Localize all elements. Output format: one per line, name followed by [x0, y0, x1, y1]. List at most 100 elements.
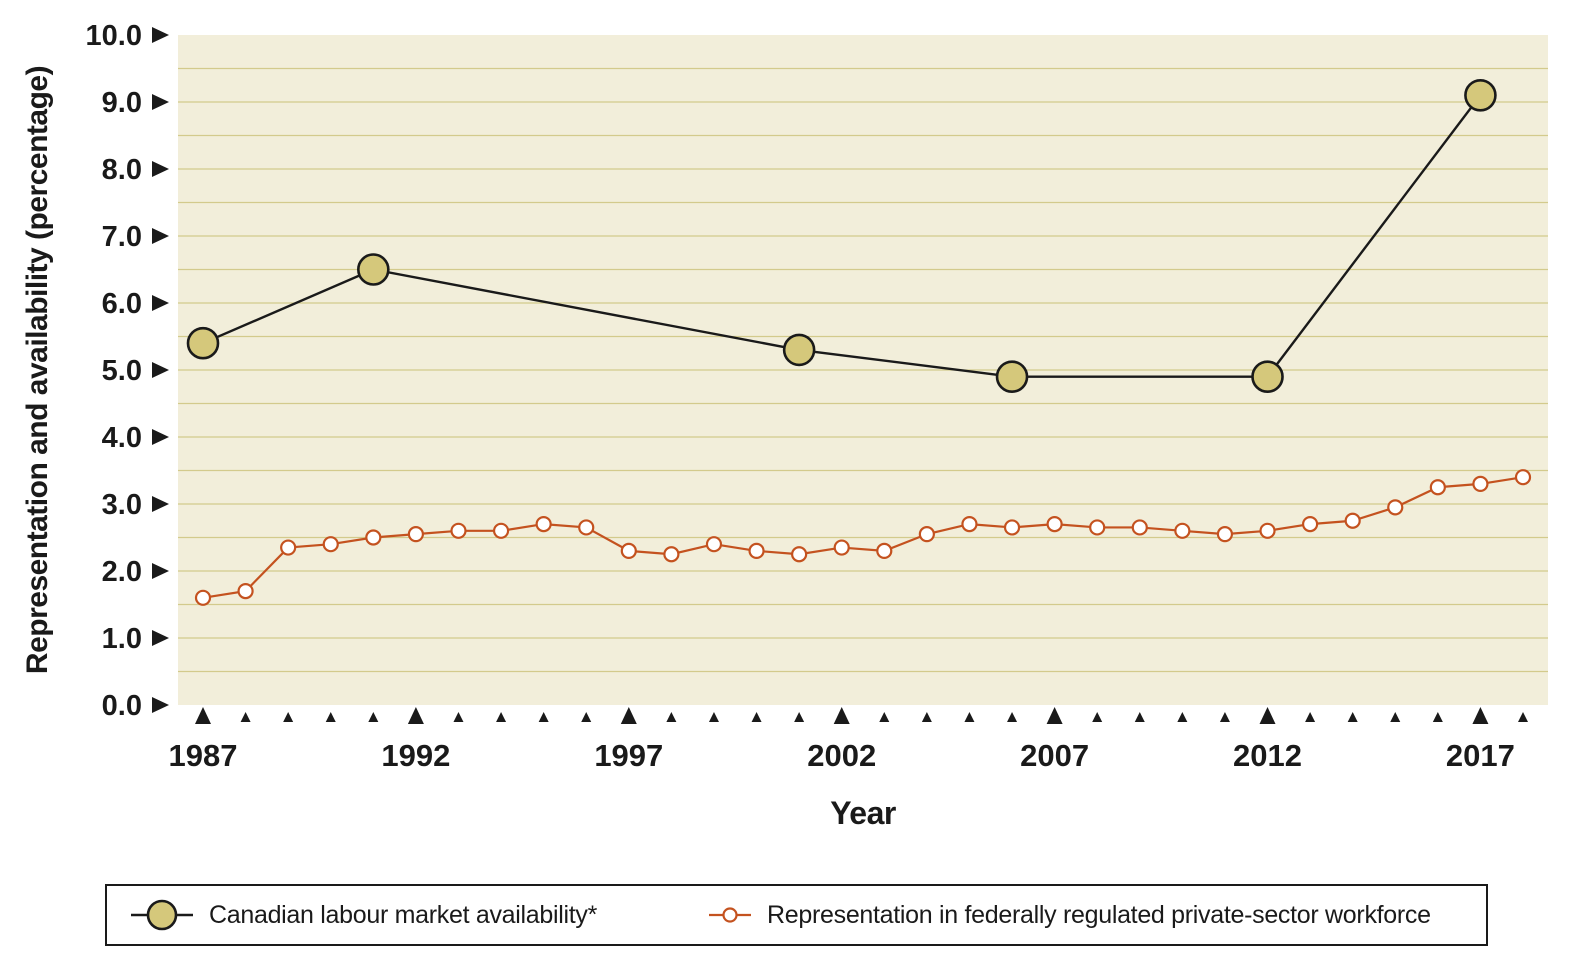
legend-item-representation: Representation in federally regulated pr… — [707, 901, 1431, 930]
x-tick-minor-icon — [751, 712, 762, 722]
y-tick-label: 9.0 — [102, 87, 142, 119]
x-tick-label: 1992 — [381, 738, 450, 773]
data-point — [1429, 479, 1446, 496]
x-tick-minor-icon — [496, 712, 507, 722]
y-tick-label: 5.0 — [102, 355, 142, 387]
x-tick-minor-icon — [879, 712, 890, 722]
data-point — [1089, 519, 1106, 536]
data-point — [407, 526, 425, 543]
x-tick-minor-icon — [1305, 712, 1316, 722]
x-tick-minor-icon — [708, 712, 719, 722]
data-point — [1464, 79, 1497, 112]
x-tick-minor-icon — [666, 712, 677, 722]
legend-item-labour: Canadian labour market availability* — [129, 897, 597, 933]
y-tick-label: 0.0 — [102, 690, 142, 722]
x-tick-minor-icon — [964, 712, 975, 722]
series-line-0 — [202, 94, 1482, 378]
y-tick-label: 8.0 — [102, 154, 142, 186]
x-tick-major-icon — [620, 707, 637, 724]
representation-marker-icon — [709, 907, 752, 923]
data-point — [1514, 469, 1532, 486]
y-tick-label: 4.0 — [102, 422, 142, 454]
data-point — [237, 582, 254, 600]
x-tick-minor-icon — [1518, 712, 1528, 722]
data-point — [705, 536, 723, 553]
x-tick-label: 2002 — [807, 738, 876, 773]
x-tick-major-icon — [1046, 707, 1063, 724]
data-point — [194, 589, 212, 606]
plot-area: 0.0 1.0 2.0 3.0 4.0 5.0 6.0 7.0 8.0 9.0 10.0 1987 19… — [86, 20, 1548, 773]
x-tick-minor-icon — [581, 712, 592, 722]
data-point — [620, 542, 637, 560]
y-tick-icon — [152, 228, 169, 244]
data-point — [1387, 499, 1404, 516]
x-tick-major-icon — [407, 707, 424, 724]
x-tick-label: 2007 — [1020, 738, 1089, 773]
y-tick-icon — [152, 161, 169, 177]
y-tick-icon — [152, 563, 169, 579]
x-tick-minor-icon — [240, 712, 251, 722]
x-axis-title: Year — [830, 795, 896, 831]
data-point — [1046, 515, 1063, 533]
data-point — [663, 546, 680, 563]
y-tick-icon — [152, 496, 169, 512]
legend: Canadian labour market availability* Rep… — [105, 884, 1488, 946]
data-point — [357, 253, 390, 286]
x-tick-minor-icon — [921, 712, 932, 722]
data-point — [1003, 519, 1021, 536]
data-point — [365, 529, 382, 546]
x-tick-minor-icon — [538, 712, 549, 722]
x-tick-minor-icon — [1390, 712, 1401, 722]
x-tick-minor-icon — [1134, 712, 1145, 722]
data-point — [322, 536, 339, 553]
data-point — [578, 519, 595, 536]
data-point — [492, 522, 510, 539]
legend-label-representation: Representation in federally regulated pr… — [767, 900, 1431, 929]
labour-marker-icon — [131, 899, 193, 931]
x-tick-minor-icon — [453, 712, 464, 722]
data-point — [918, 526, 935, 543]
x-tick-label: 1987 — [169, 738, 238, 773]
x-tick-minor-icon — [794, 712, 805, 722]
y-tick-label: 1.0 — [102, 623, 142, 655]
legend-marker-circle — [146, 899, 178, 931]
data-point — [995, 360, 1029, 394]
x-tick-minor-icon — [325, 712, 336, 722]
data-point — [1344, 512, 1361, 529]
x-tick-label: 1997 — [594, 738, 663, 773]
legend-marker-circle — [722, 907, 738, 923]
data-point — [535, 515, 552, 533]
y-tick-icon — [152, 429, 169, 445]
x-tick-minor-icon — [1432, 712, 1443, 722]
y-tick-label: 6.0 — [102, 288, 142, 320]
data-point — [833, 539, 850, 556]
y-tick-icon — [152, 362, 169, 378]
y-tick-icon — [152, 94, 169, 110]
data-point — [1131, 519, 1148, 536]
y-tick-icon — [152, 27, 169, 43]
data-point — [782, 333, 816, 367]
data-point — [876, 542, 893, 560]
x-tick-minor-icon — [283, 712, 294, 722]
data-point — [1301, 515, 1319, 533]
x-tick-major-icon — [833, 707, 850, 724]
x-tick-label: 2017 — [1446, 738, 1515, 773]
x-tick-major-icon — [1472, 707, 1489, 724]
data-point — [1216, 526, 1234, 543]
x-tick-minor-icon — [1007, 712, 1018, 722]
x-tick-minor-icon — [1347, 712, 1358, 722]
y-tick-label: 3.0 — [102, 489, 142, 521]
y-tick-icon — [152, 630, 169, 646]
data-point — [791, 546, 808, 563]
y-tick-icon — [152, 295, 169, 311]
data-point — [186, 326, 220, 360]
legend-label-labour: Canadian labour market availability* — [209, 900, 598, 929]
x-tick-major-icon — [1259, 707, 1276, 724]
data-point — [748, 542, 765, 560]
data-point — [961, 515, 978, 533]
data-point — [450, 522, 467, 539]
data-point — [1259, 522, 1276, 539]
x-tick-label: 2012 — [1233, 738, 1302, 773]
x-tick-minor-icon — [1092, 712, 1103, 722]
